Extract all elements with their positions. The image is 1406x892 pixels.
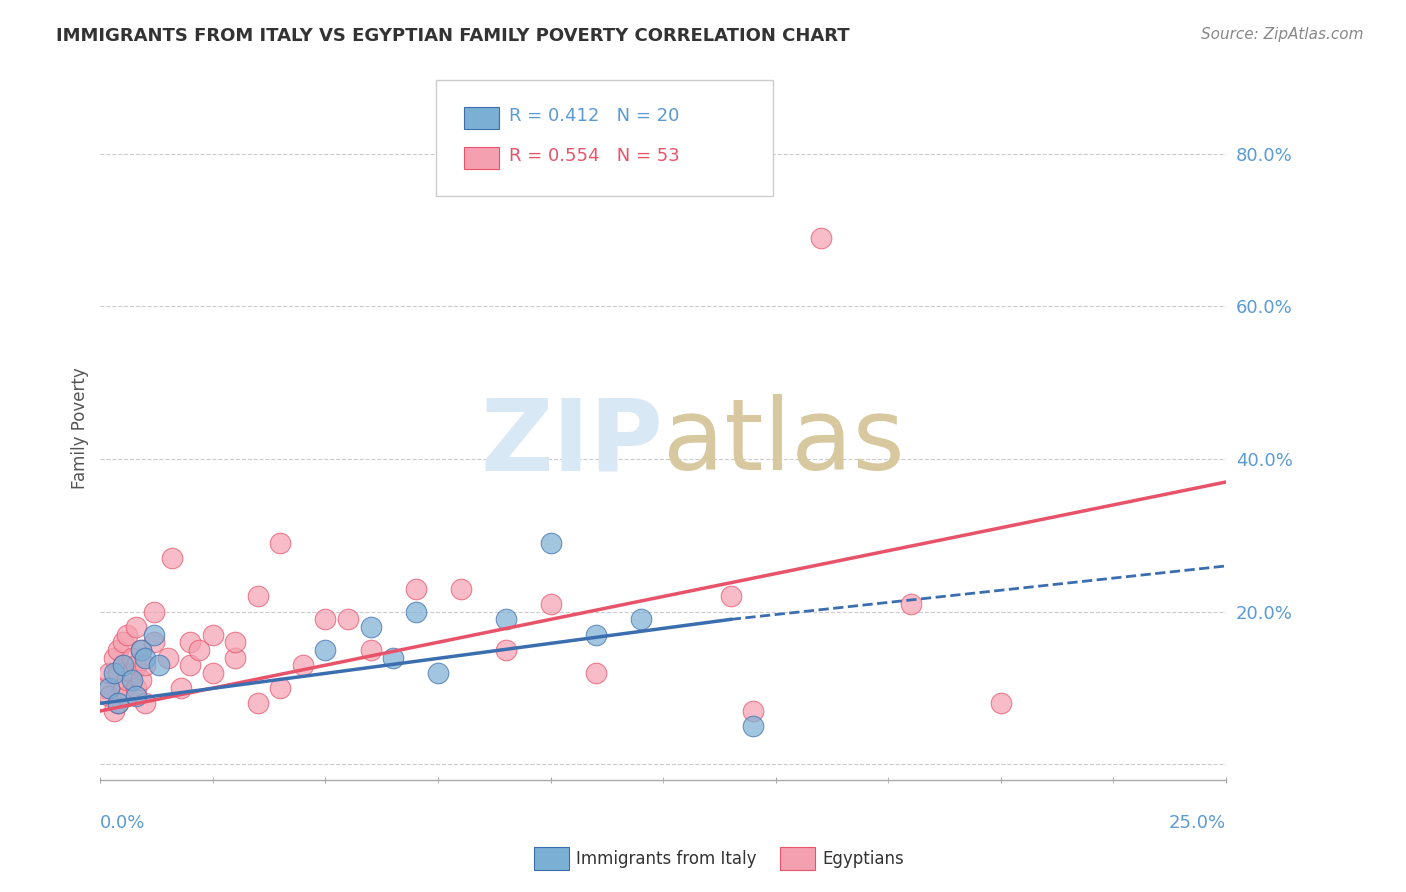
Point <box>134 650 156 665</box>
Point <box>143 635 166 649</box>
Point <box>201 665 224 680</box>
Text: Egyptians: Egyptians <box>823 850 904 868</box>
Point <box>111 635 134 649</box>
Point <box>107 697 129 711</box>
Point <box>188 643 211 657</box>
Point <box>143 627 166 641</box>
Point <box>990 697 1012 711</box>
Point <box>107 643 129 657</box>
Point <box>337 612 360 626</box>
Point <box>246 590 269 604</box>
Point <box>129 643 152 657</box>
Point <box>269 681 291 695</box>
Point <box>134 697 156 711</box>
Text: Immigrants from Italy: Immigrants from Italy <box>576 850 756 868</box>
Point <box>98 689 121 703</box>
Point <box>148 658 170 673</box>
Point <box>94 681 117 695</box>
Point <box>111 681 134 695</box>
Point <box>405 605 427 619</box>
Point <box>742 704 765 718</box>
Point <box>179 658 201 673</box>
Text: 25.0%: 25.0% <box>1168 814 1226 832</box>
Point <box>630 612 652 626</box>
Text: R = 0.554   N = 53: R = 0.554 N = 53 <box>509 147 679 165</box>
Point <box>540 536 562 550</box>
Point <box>125 681 148 695</box>
Point <box>810 231 832 245</box>
Point <box>291 658 314 673</box>
Point <box>107 697 129 711</box>
Point <box>540 597 562 611</box>
Point <box>382 650 405 665</box>
Point <box>742 719 765 733</box>
Point <box>585 665 607 680</box>
Text: ZIP: ZIP <box>481 394 664 491</box>
Point <box>224 635 246 649</box>
Point <box>427 665 450 680</box>
Point <box>360 643 382 657</box>
Point <box>117 689 139 703</box>
Point <box>111 658 134 673</box>
Point <box>125 658 148 673</box>
Point <box>495 612 517 626</box>
Point <box>125 689 148 703</box>
Point <box>314 643 336 657</box>
Text: atlas: atlas <box>664 394 905 491</box>
Point <box>121 650 143 665</box>
Text: R = 0.412   N = 20: R = 0.412 N = 20 <box>509 107 679 125</box>
Point <box>125 620 148 634</box>
Point <box>98 665 121 680</box>
Point <box>129 643 152 657</box>
Point <box>121 665 143 680</box>
Point <box>360 620 382 634</box>
Point <box>179 635 201 649</box>
Point <box>170 681 193 695</box>
Point <box>103 704 125 718</box>
Point <box>162 551 184 566</box>
Point <box>143 605 166 619</box>
Point <box>121 673 143 688</box>
Text: 0.0%: 0.0% <box>100 814 146 832</box>
Text: Source: ZipAtlas.com: Source: ZipAtlas.com <box>1201 27 1364 42</box>
Point <box>107 665 129 680</box>
Point <box>156 650 179 665</box>
Point <box>720 590 742 604</box>
Point <box>103 650 125 665</box>
Point <box>269 536 291 550</box>
Point <box>585 627 607 641</box>
Point <box>103 665 125 680</box>
Point <box>129 673 152 688</box>
Point <box>450 582 472 596</box>
Point <box>246 697 269 711</box>
Point <box>117 673 139 688</box>
Point <box>134 658 156 673</box>
Point <box>201 627 224 641</box>
Point <box>900 597 922 611</box>
Point <box>224 650 246 665</box>
Point <box>117 627 139 641</box>
Point <box>495 643 517 657</box>
Point <box>405 582 427 596</box>
Point <box>98 681 121 695</box>
Point <box>111 658 134 673</box>
Y-axis label: Family Poverty: Family Poverty <box>72 368 89 490</box>
Text: IMMIGRANTS FROM ITALY VS EGYPTIAN FAMILY POVERTY CORRELATION CHART: IMMIGRANTS FROM ITALY VS EGYPTIAN FAMILY… <box>56 27 849 45</box>
Point <box>314 612 336 626</box>
